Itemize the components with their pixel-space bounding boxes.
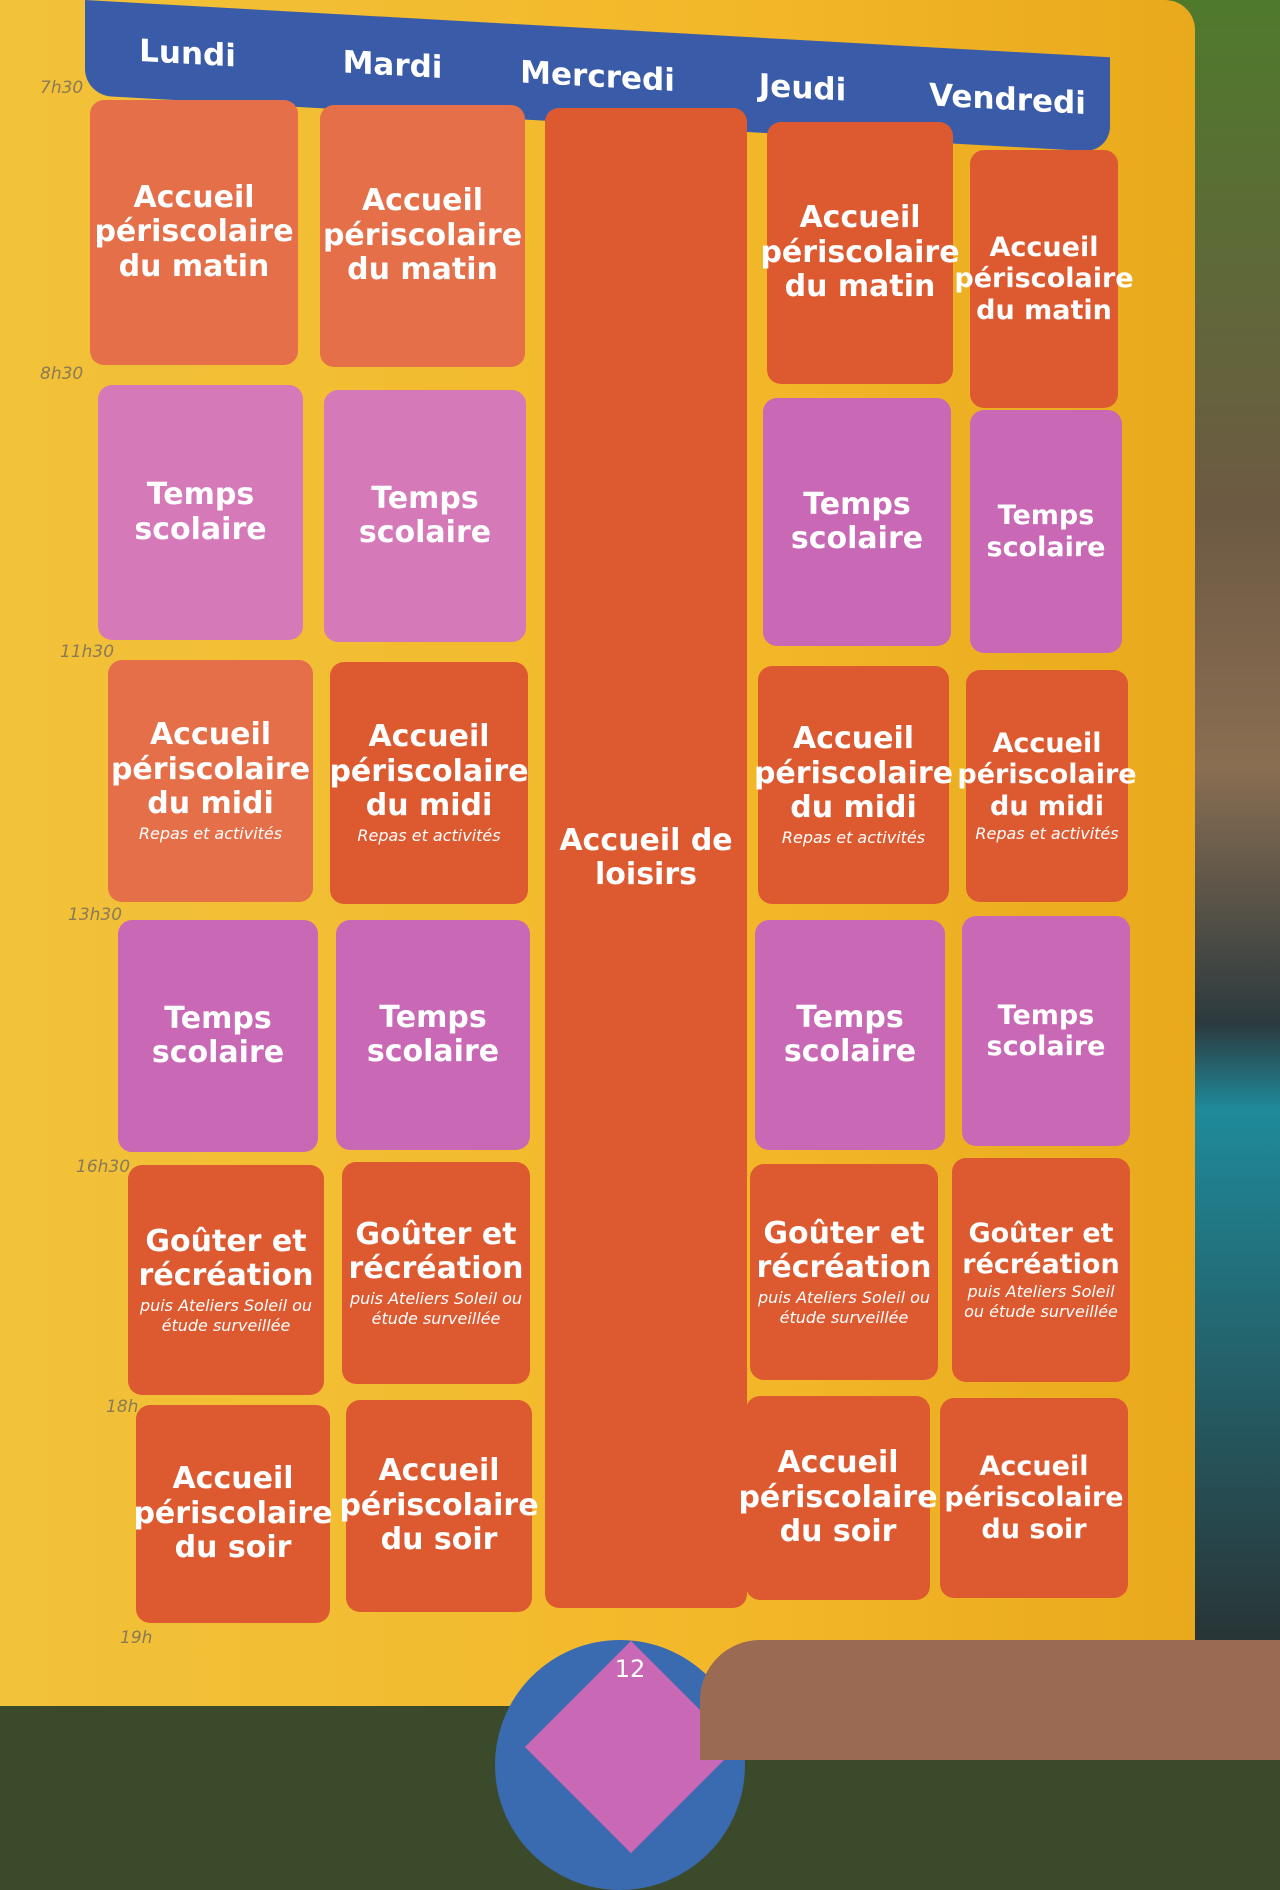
time-label: 11h30 [60,642,115,662]
block-scolaire-mardi-pm: Temps scolaire [336,920,530,1150]
block-title: Goûter et récréation [348,1216,524,1286]
day-mardi: Mardi [342,43,443,86]
day-jeudi: Jeudi [758,67,847,109]
hand [700,1640,1280,1760]
block-scolaire-mardi: Temps scolaire [324,390,526,642]
block-soir-lundi: Accueil périscolaire du soir [133,1405,333,1623]
block-gouter-lundi: Goûter et récréation puis Ateliers Soleil… [128,1165,324,1395]
block-title: Accueil périscolaire du midi [329,719,529,824]
time-label: 18h [106,1397,139,1417]
block-subtitle: puis Ateliers Soleil ou étude surveillée [349,1288,523,1328]
block-scolaire-lundi: Temps scolaire [98,385,303,640]
block-soir-mardi: Accueil périscolaire du soir [339,1400,539,1612]
block-scolaire-jeudi: Temps scolaire [763,398,951,646]
day-mercredi: Mercredi [520,53,675,99]
block-midi-vendredi: Accueil périscolaire du midi Repas et act… [957,670,1137,902]
time-label: 7h30 [40,78,84,98]
page-number: 12 [614,1655,646,1683]
block-subtitle: puis Ateliers Soleil ou étude surveillée [964,1282,1118,1322]
block-matin-mardi: Accueil périscolaire du matin [320,105,525,367]
block-gouter-jeudi: Goûter et récréation puis Ateliers Soleil… [750,1164,938,1380]
block-title: Goûter et récréation [962,1217,1120,1280]
block-subtitle: puis Ateliers Soleil ou étude surveillée [139,1295,313,1335]
block-matin-lundi: Accueil périscolaire du matin [90,100,298,365]
block-midi-jeudi: Accueil périscolaire du midi Repas et act… [754,666,953,904]
block-matin-vendredi: Accueil périscolaire du matin [954,150,1134,408]
block-title: Accueil périscolaire du midi [110,717,311,822]
block-subtitle: Repas et activités [357,825,501,845]
block-soir-vendredi: Accueil périscolaire du soir [940,1398,1128,1598]
block-subtitle: Repas et activités [138,823,283,843]
block-loisirs-mercredi: Accueil de loisirs [545,108,747,1608]
block-scolaire-lundi-pm: Temps scolaire [118,920,318,1152]
block-title: Goûter et récréation [138,1223,314,1293]
block-subtitle: Repas et activités [781,827,926,847]
block-gouter-vendredi: Goûter et récréation puis Ateliers Soleil… [952,1158,1130,1382]
block-subtitle: Repas et activités [975,823,1119,843]
block-title: Accueil périscolaire du midi [957,728,1137,822]
block-matin-jeudi: Accueil périscolaire du matin [760,122,960,384]
time-label: 13h30 [68,905,123,925]
block-soir-jeudi: Accueil périscolaire du soir [738,1396,938,1600]
time-label: 8h30 [40,364,84,384]
block-title: Accueil périscolaire du midi [753,721,954,826]
block-midi-lundi: Accueil périscolaire du midi Repas et act… [108,660,313,902]
time-label: 16h30 [76,1157,131,1177]
block-gouter-mardi: Goûter et récréation puis Ateliers Soleil… [342,1162,530,1384]
day-vendredi: Vendredi [929,76,1086,122]
block-midi-mardi: Accueil périscolaire du midi Repas et act… [329,662,529,904]
day-lundi: Lundi [139,32,236,74]
block-scolaire-vendredi: Temps scolaire [970,410,1122,653]
block-scolaire-vendredi-pm: Temps scolaire [962,916,1130,1146]
block-scolaire-jeudi-pm: Temps scolaire [755,920,945,1150]
block-title: Goûter et récréation [756,1215,932,1285]
time-label: 19h [120,1628,153,1648]
block-subtitle: puis Ateliers Soleil ou étude surveillée [757,1287,931,1327]
